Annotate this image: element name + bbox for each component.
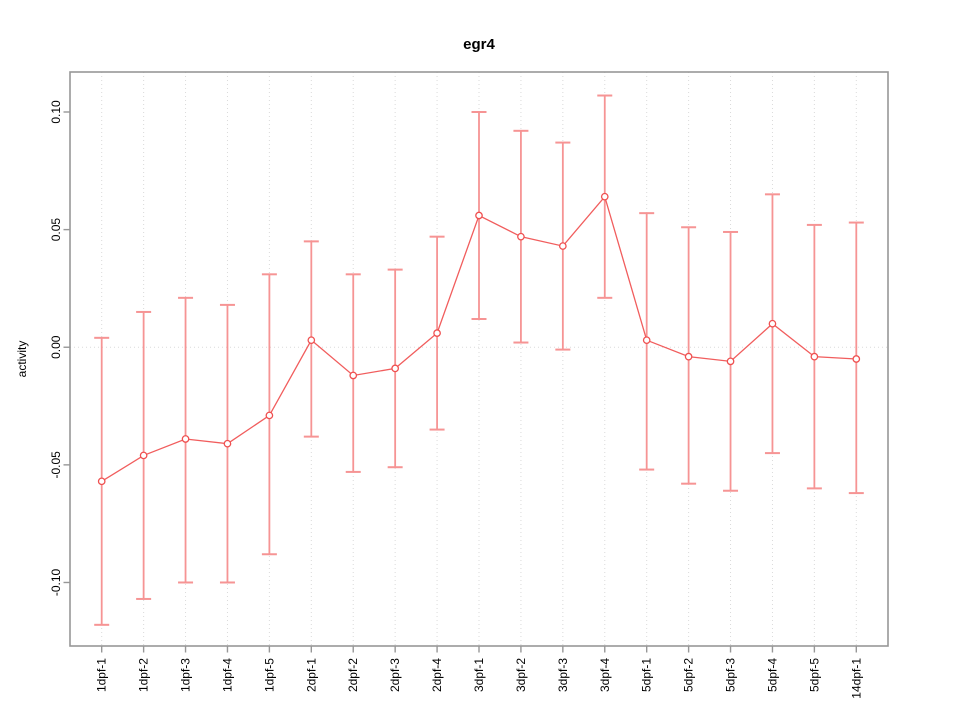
chart-title: egr4 (463, 36, 495, 53)
y-axis: 0.10 0.05 0.00 -0.05 -0.10 (49, 100, 70, 596)
data-point (852, 355, 861, 363)
x-tick-label: 2dpf-2 (346, 658, 360, 692)
data-point (642, 336, 651, 345)
y-tick-label: 0.10 (49, 100, 63, 124)
data-point (517, 232, 525, 241)
x-tick-label: 5dpf-2 (682, 658, 696, 692)
grid-layer (70, 72, 888, 646)
x-tick-label: 3dpf-1 (472, 658, 486, 692)
data-point (349, 371, 358, 380)
data-point (726, 357, 735, 366)
y-tick-label: -0.10 (49, 568, 63, 596)
x-tick-label: 1dpf-5 (262, 658, 276, 692)
data-point (810, 352, 819, 361)
x-tick-label: 3dpf-4 (598, 658, 612, 692)
data-point (265, 411, 274, 420)
x-tick-label: 5dpf-3 (724, 658, 738, 692)
data-point (684, 352, 693, 361)
x-tick-label: 1dpf-4 (220, 658, 234, 692)
data-point (558, 242, 567, 250)
x-tick-label: 3dpf-2 (514, 658, 528, 692)
data-point (181, 435, 190, 443)
x-tick-label: 2dpf-4 (430, 658, 444, 692)
x-tick-label: 1dpf-3 (179, 658, 193, 692)
x-tick-label: 2dpf-3 (388, 658, 402, 692)
x-tick-label: 1dpf-1 (95, 658, 109, 692)
data-point (600, 192, 609, 201)
y-tick-label: -0.05 (49, 451, 63, 479)
x-tick-label: 2dpf-1 (304, 658, 318, 692)
x-tick-label: 5dpf-1 (640, 658, 654, 692)
data-point (223, 439, 232, 448)
data-point (433, 329, 441, 337)
y-tick-label: 0.05 (49, 218, 63, 242)
x-tick-label: 14dpf-1 (849, 658, 863, 699)
data-point (768, 319, 777, 328)
data-point (307, 336, 316, 345)
y-tick-label: 0.00 (49, 335, 63, 359)
data-point (391, 364, 400, 373)
x-tick-label: 5dpf-5 (807, 658, 821, 692)
data-points (97, 192, 861, 486)
x-axis: 1dpf-1 1dpf-2 1dpf-3 1dpf-4 1dpf-5 2dpf-1 2dpf… (95, 646, 863, 699)
data-point (97, 477, 106, 486)
x-tick-label: 3dpf-3 (556, 658, 570, 692)
data-point (139, 451, 148, 460)
x-tick-label: 1dpf-2 (137, 658, 151, 692)
x-tick-label: 5dpf-4 (765, 658, 779, 692)
data-point (475, 211, 483, 220)
